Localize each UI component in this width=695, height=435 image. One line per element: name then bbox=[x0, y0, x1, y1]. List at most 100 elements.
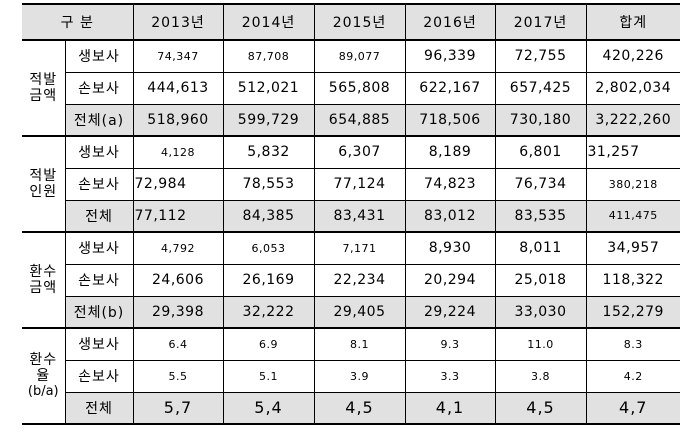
value-cell: 730,180 bbox=[494, 103, 586, 136]
value-cell: 83,535 bbox=[494, 199, 586, 232]
value-cell: 84,385 bbox=[222, 199, 314, 232]
header-year-2014: 2014년 bbox=[222, 4, 314, 40]
table-row: 환수 율 (b/a) 생보사 6.4 6.9 8.1 9.3 11.0 8.3 bbox=[22, 327, 680, 424]
header-year-2016: 2016년 bbox=[404, 4, 495, 40]
value-cell: 6,053 bbox=[222, 231, 314, 264]
table-row-total: 전체 5,7 5,4 4,5 4,1 4,5 4,7 bbox=[22, 391, 680, 424]
value-cell: 9.3 bbox=[404, 327, 495, 360]
row-label: 전체(a) bbox=[64, 103, 133, 136]
value-cell: 24,606 bbox=[132, 263, 223, 296]
value-cell: 26,169 bbox=[222, 263, 314, 296]
value-cell: 3.9 bbox=[313, 359, 405, 392]
header-year-2017: 2017년 bbox=[494, 4, 586, 40]
table-row: 손보사 5.5 5.1 3.9 3.3 3.8 4.2 bbox=[22, 359, 680, 392]
value-cell: 89,077 bbox=[313, 39, 405, 72]
header-year-2015: 2015년 bbox=[313, 4, 405, 40]
value-cell: 420,226 bbox=[585, 39, 680, 72]
value-cell: 77,124 bbox=[313, 167, 405, 200]
value-cell: 33,030 bbox=[494, 295, 586, 328]
value-cell: 8.1 bbox=[313, 327, 405, 360]
value-cell: 6,801 bbox=[494, 135, 586, 168]
group-label-recovery-rate: 환수 율 (b/a) bbox=[22, 327, 65, 424]
value-cell: 4,1 bbox=[404, 391, 495, 424]
value-cell: 6.9 bbox=[222, 327, 314, 360]
value-cell: 8,189 bbox=[404, 135, 495, 168]
value-cell: 518,960 bbox=[132, 103, 223, 136]
value-cell: 4,5 bbox=[313, 391, 405, 424]
table-row-total: 전체 77,112 84,385 83,431 83,012 83,535 41… bbox=[22, 199, 680, 232]
table-row: 손보사 24,606 26,169 22,234 20,294 25,018 1… bbox=[22, 263, 680, 296]
insurance-fraud-stats-table: 구 분 2013년 2014년 2015년 2016년 2017년 합계 적발 … bbox=[22, 3, 680, 425]
value-cell: 6.4 bbox=[132, 327, 223, 360]
value-cell: 87,708 bbox=[222, 39, 314, 72]
value-cell: 76,734 bbox=[494, 167, 586, 200]
table-row-total: 전체(a) 518,960 599,729 654,885 718,506 73… bbox=[22, 103, 680, 136]
value-cell: 8.3 bbox=[585, 327, 680, 360]
value-cell: 78,553 bbox=[222, 167, 314, 200]
value-cell: 4,5 bbox=[494, 391, 586, 424]
value-cell: 599,729 bbox=[222, 103, 314, 136]
value-cell: 8,930 bbox=[404, 231, 495, 264]
row-label: 손보사 bbox=[64, 359, 133, 392]
header-year-2013: 2013년 bbox=[132, 4, 223, 40]
value-cell: 654,885 bbox=[313, 103, 405, 136]
value-cell: 622,167 bbox=[404, 71, 495, 104]
value-cell: 3.3 bbox=[404, 359, 495, 392]
row-label: 손보사 bbox=[64, 167, 133, 200]
value-cell: 5.5 bbox=[132, 359, 223, 392]
value-cell: 5,832 bbox=[222, 135, 314, 168]
value-cell: 512,021 bbox=[222, 71, 314, 104]
value-cell: 29,398 bbox=[132, 295, 223, 328]
value-cell: 22,234 bbox=[313, 263, 405, 296]
value-cell: 72,984 bbox=[132, 167, 223, 200]
value-cell: 77,112 bbox=[132, 199, 223, 232]
value-cell: 3,222,260 bbox=[585, 103, 680, 136]
group-label-detected-persons: 적발 인원 bbox=[22, 135, 65, 232]
value-cell: 74,347 bbox=[132, 39, 223, 72]
row-label: 생보사 bbox=[64, 39, 133, 72]
value-cell: 411,475 bbox=[585, 199, 680, 232]
value-cell: 6,307 bbox=[313, 135, 405, 168]
row-label: 전체(b) bbox=[64, 295, 133, 328]
value-cell: 20,294 bbox=[404, 263, 495, 296]
value-cell: 72,755 bbox=[494, 39, 586, 72]
table-row: 적발 금액 생보사 74,347 87,708 89,077 96,339 72… bbox=[22, 39, 680, 136]
table-row: 손보사 444,613 512,021 565,808 622,167 657,… bbox=[22, 71, 680, 104]
value-cell: 5,4 bbox=[222, 391, 314, 424]
table-row-total: 전체(b) 29,398 32,222 29,405 29,224 33,030… bbox=[22, 295, 680, 328]
header-corner: 구 분 bbox=[22, 4, 133, 40]
group-label-detected-amount: 적발 금액 bbox=[22, 39, 65, 136]
value-cell: 83,431 bbox=[313, 199, 405, 232]
value-cell: 380,218 bbox=[585, 167, 680, 200]
value-cell: 4,792 bbox=[132, 231, 223, 264]
group-label-recovered-amount: 환수 금액 bbox=[22, 231, 65, 328]
value-cell: 2,802,034 bbox=[585, 71, 680, 104]
value-cell: 11.0 bbox=[494, 327, 586, 360]
value-cell: 657,425 bbox=[494, 71, 586, 104]
value-cell: 118,322 bbox=[585, 263, 680, 296]
row-label: 생보사 bbox=[64, 231, 133, 264]
value-cell: 565,808 bbox=[313, 71, 405, 104]
header-total: 합계 bbox=[585, 4, 680, 40]
value-cell: 29,405 bbox=[313, 295, 405, 328]
row-label: 생보사 bbox=[64, 327, 133, 360]
value-cell: 25,018 bbox=[494, 263, 586, 296]
value-cell: 74,823 bbox=[404, 167, 495, 200]
value-cell: 7,171 bbox=[313, 231, 405, 264]
value-cell: 4.2 bbox=[585, 359, 680, 392]
value-cell: 96,339 bbox=[404, 39, 495, 72]
value-cell: 152,279 bbox=[585, 295, 680, 328]
table-row: 적발 인원 생보사 4,128 5,832 6,307 8,189 6,801 … bbox=[22, 135, 680, 232]
value-cell: 34,957 bbox=[585, 231, 680, 264]
value-cell: 4,7 bbox=[585, 391, 680, 424]
value-cell: 29,224 bbox=[404, 295, 495, 328]
value-cell: 31,257 bbox=[585, 135, 680, 168]
value-cell: 3.8 bbox=[494, 359, 586, 392]
value-cell: 444,613 bbox=[132, 71, 223, 104]
header-row: 구 분 2013년 2014년 2015년 2016년 2017년 합계 bbox=[22, 4, 680, 40]
value-cell: 4,128 bbox=[132, 135, 223, 168]
row-label: 전체 bbox=[64, 199, 133, 232]
row-label: 손보사 bbox=[64, 71, 133, 104]
row-label: 전체 bbox=[64, 391, 133, 424]
value-cell: 5,7 bbox=[132, 391, 223, 424]
